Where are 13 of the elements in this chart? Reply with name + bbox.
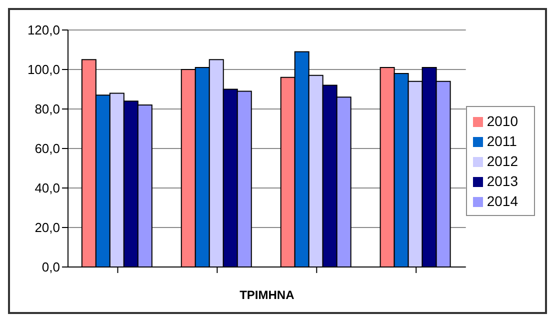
y-tick-label: 80,0 — [34, 102, 60, 117]
y-tick-label: 60,0 — [34, 141, 60, 156]
y-tick-label: 20,0 — [34, 220, 60, 236]
legend-label: 2012 — [486, 153, 518, 169]
legend-label: 2013 — [486, 173, 518, 189]
legend-label: 2011 — [486, 133, 517, 149]
y-tick-label: 100,0 — [27, 62, 60, 78]
y-tick-label: 120,0 — [27, 22, 60, 38]
y-tick-label: 0,0 — [42, 260, 60, 275]
legend-label: 2010 — [486, 113, 518, 129]
y-tick-label: 40,0 — [34, 180, 60, 196]
x-axis-title: ΤΡΙΜΗΝΑ — [240, 288, 295, 302]
legend-label: 2014 — [486, 193, 518, 209]
